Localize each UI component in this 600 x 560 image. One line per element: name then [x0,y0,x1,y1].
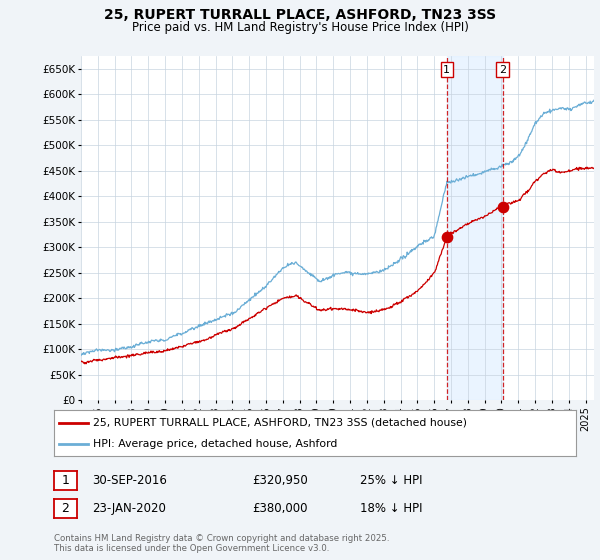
Text: £380,000: £380,000 [252,502,308,515]
Point [442,232,452,241]
Text: Contains HM Land Registry data © Crown copyright and database right 2025.
This d: Contains HM Land Registry data © Crown c… [54,534,389,553]
Point [498,202,508,211]
Text: 23-JAN-2020: 23-JAN-2020 [92,502,166,515]
Text: 2: 2 [61,502,70,515]
Text: 18% ↓ HPI: 18% ↓ HPI [360,502,422,515]
Text: 30-SEP-2016: 30-SEP-2016 [92,474,167,487]
Text: 25, RUPERT TURRALL PLACE, ASHFORD, TN23 3SS: 25, RUPERT TURRALL PLACE, ASHFORD, TN23 … [104,8,496,22]
Text: 25, RUPERT TURRALL PLACE, ASHFORD, TN23 3SS (detached house): 25, RUPERT TURRALL PLACE, ASHFORD, TN23 … [93,418,467,428]
Text: 1: 1 [61,474,70,487]
Text: 2: 2 [499,64,506,74]
Text: £320,950: £320,950 [252,474,308,487]
Text: 1: 1 [443,64,451,74]
Bar [447,56,503,400]
Text: HPI: Average price, detached house, Ashford: HPI: Average price, detached house, Ashf… [93,439,338,449]
Text: Price paid vs. HM Land Registry's House Price Index (HPI): Price paid vs. HM Land Registry's House … [131,21,469,34]
Text: 25% ↓ HPI: 25% ↓ HPI [360,474,422,487]
